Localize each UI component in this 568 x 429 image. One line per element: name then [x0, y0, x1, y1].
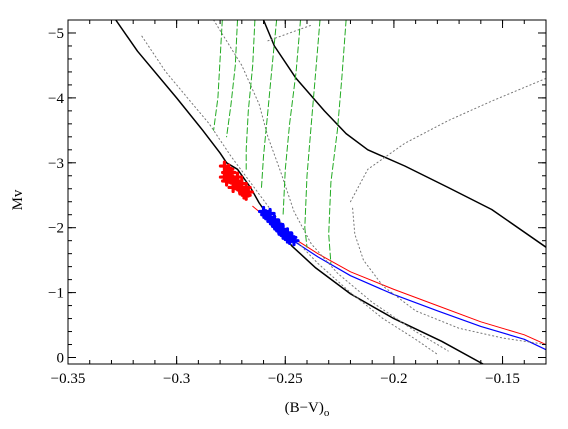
- red-cluster-point-16: [231, 171, 244, 183]
- series-line-7: [350, 77, 546, 203]
- x-tick-label-5: −0.15: [485, 371, 520, 387]
- x-axis-label-sub: o: [324, 407, 330, 419]
- series-line-1: [115, 20, 484, 364]
- series-line-2: [262, 20, 546, 248]
- x-tick-label-4: −0.2: [380, 371, 407, 387]
- marker-layer: [218, 160, 300, 247]
- series-line-4: [258, 210, 546, 351]
- red-cluster-point-15: [227, 181, 239, 194]
- y-tick-label-3: −2: [48, 221, 64, 237]
- y-axis-label: Mv: [10, 189, 26, 210]
- x-axis-label-main: (B−V): [285, 400, 324, 416]
- series-line-5: [141, 35, 438, 355]
- red-cluster-point-19: [221, 175, 233, 187]
- blue-cluster-point-17: [281, 227, 294, 239]
- blue-cluster-point-20: [264, 207, 276, 220]
- series-line-13: [260, 20, 278, 190]
- series-line-10: [213, 20, 223, 131]
- series-line-16: [328, 20, 347, 264]
- y-tick-label-4: −3: [48, 156, 64, 172]
- red-cluster-point-18: [240, 181, 252, 194]
- series-layer: [115, 20, 546, 364]
- x-axis-label: (B−V)o: [285, 400, 330, 419]
- x-tick-label-2: −0.3: [163, 371, 190, 387]
- series-line-6: [213, 20, 449, 352]
- plot-frame: [67, 19, 547, 365]
- x-tick-label-1: −0.35: [51, 371, 86, 387]
- series-line-14: [282, 20, 301, 216]
- blue-cluster-point-15: [268, 214, 281, 226]
- red-cluster-point-20: [225, 166, 237, 179]
- series-line-12: [245, 20, 256, 170]
- x-tick-label-3: −0.25: [268, 371, 303, 387]
- y-tick-label-2: −1: [48, 286, 64, 302]
- y-tick-label-1: 0: [57, 351, 65, 367]
- tick-layer: −0.35 −0.3 −0.25 −0.2 −0.15 0 −1 −2 −3 −4 −5: [48, 20, 547, 387]
- series-line-3: [252, 205, 546, 345]
- series-line-11: [226, 20, 238, 138]
- blue-cluster-point-19: [288, 235, 300, 247]
- series-line-15: [304, 20, 321, 248]
- blue-cluster-point-14: [273, 218, 285, 231]
- series-line-8: [352, 207, 546, 345]
- y-tick-label-5: −4: [48, 91, 64, 107]
- y-tick-label-6: −5: [48, 26, 64, 42]
